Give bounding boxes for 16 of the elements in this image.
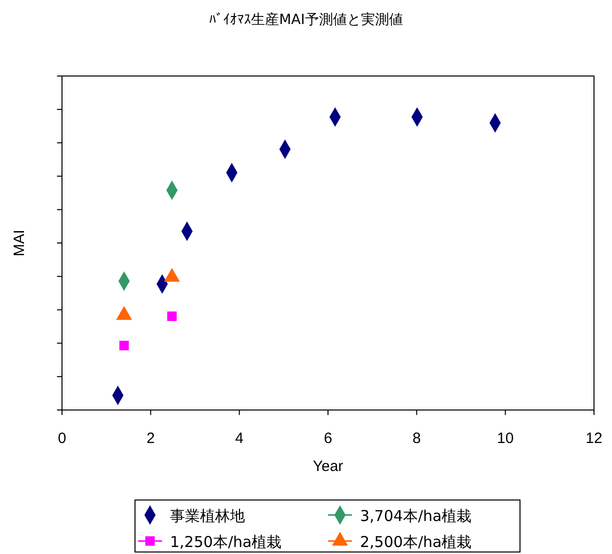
legend-label: 事業植林地 <box>170 507 245 525</box>
x-tick-label: 10 <box>496 430 514 447</box>
x-tick-label: 2 <box>146 430 155 447</box>
x-axis-title: Year <box>312 458 344 475</box>
chart-title: ﾊﾞｲｵﾏｽ生産MAI予測値と実測値 <box>209 12 403 28</box>
x-tick-label: 4 <box>235 430 244 447</box>
point <box>119 340 129 350</box>
x-tick-label: 6 <box>324 430 332 447</box>
x-tick-label: 8 <box>412 430 421 447</box>
y-axis-title: MAI <box>11 230 28 256</box>
legend-label: 1,250本/ha植栽 <box>170 533 282 551</box>
x-tick-label: 12 <box>586 430 602 447</box>
legend-label: 2,500本/ha植栽 <box>360 533 472 551</box>
x-tick-label: 0 <box>58 430 66 447</box>
legend-label: 3,704本/ha植栽 <box>360 507 472 525</box>
point <box>167 312 177 321</box>
